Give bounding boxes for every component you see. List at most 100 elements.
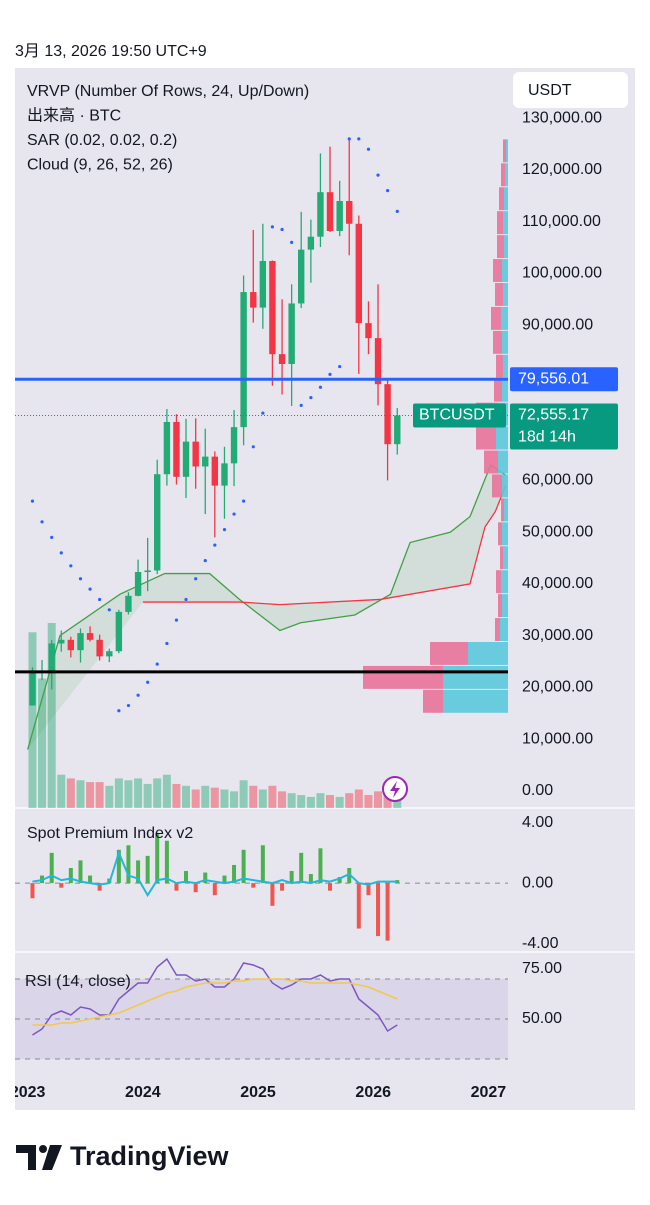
currency-button[interactable] <box>513 72 628 108</box>
candle-body <box>67 639 75 651</box>
candle-body <box>154 474 161 571</box>
sar-dot <box>357 137 361 141</box>
premium-bar <box>126 845 131 884</box>
vrvp-up <box>504 235 508 259</box>
vrvp-up <box>502 259 508 282</box>
y-tick-label: 110,000.00 <box>522 213 601 230</box>
vrvp-up <box>496 426 508 450</box>
sar-dot <box>232 512 236 516</box>
pane-title: RSI (14, close) <box>25 973 131 990</box>
volume-bar <box>364 795 373 808</box>
candle-body <box>336 200 343 232</box>
premium-bar <box>337 877 342 884</box>
y-tick-label: 60,000.00 <box>522 472 593 489</box>
premium-bar <box>299 852 304 884</box>
sar-dot <box>126 703 131 708</box>
premium-bar <box>68 867 73 884</box>
vrvp-down <box>501 163 505 187</box>
vrvp-up <box>501 306 508 330</box>
sar-dot <box>213 543 217 547</box>
vrvp-down <box>476 426 496 450</box>
sar-dot <box>261 411 265 415</box>
sar-dot <box>222 527 227 532</box>
vrvp-down <box>498 594 502 618</box>
x-axis: 2023 2024 2025 2026 2027 <box>15 1084 506 1101</box>
candle-body <box>317 192 324 237</box>
vrvp-down <box>484 450 498 474</box>
candle-body <box>355 223 362 324</box>
premium-bar <box>145 855 150 884</box>
volume-bar <box>47 623 56 808</box>
sar-dot <box>270 225 275 229</box>
vrvp-down <box>496 354 503 378</box>
sar-dot <box>165 641 169 646</box>
vrvp-down <box>496 570 501 594</box>
volume-bar <box>143 783 152 808</box>
vrvp-up <box>502 330 508 354</box>
alert-icon-bolt <box>390 781 400 798</box>
premium-pane: Spot Premium Index v2 <box>15 825 508 941</box>
candle-body <box>115 611 123 652</box>
vrvp-down <box>430 642 468 665</box>
sar-dot <box>59 551 63 555</box>
sar-dot <box>251 445 255 449</box>
premium-bar <box>327 883 332 891</box>
candle-body <box>259 261 267 308</box>
volume-bar <box>345 793 354 808</box>
sar-dot <box>347 137 351 141</box>
sar-dot <box>194 577 198 581</box>
candle-body <box>250 292 257 308</box>
volume-bar <box>28 632 37 808</box>
sar-dot <box>366 147 371 151</box>
sar-dot <box>376 173 380 177</box>
volume-bar <box>249 785 258 808</box>
candle-body <box>106 651 113 657</box>
candle-body <box>269 261 276 355</box>
legend-item: Cloud (9, 26, 52, 26) <box>27 157 173 174</box>
vrvp-up <box>502 594 508 618</box>
premium-bar <box>212 883 217 896</box>
vrvp-down <box>491 306 501 330</box>
sar-dot <box>328 372 332 376</box>
volume-bar <box>354 789 363 808</box>
candle-body <box>173 421 180 477</box>
volume-bar <box>86 782 95 808</box>
premium-bar <box>385 883 390 941</box>
candle-body <box>346 200 353 224</box>
vrvp-up <box>506 139 508 163</box>
vrvp-down <box>493 330 502 354</box>
premium-bar <box>184 871 189 884</box>
vrvp-up <box>502 474 508 498</box>
volume-bar <box>210 787 219 808</box>
premium-bar <box>232 864 237 884</box>
logo-mark <box>42 1145 62 1170</box>
vrvp-down <box>495 618 500 641</box>
vrvp-up <box>503 354 508 378</box>
price-pane <box>15 137 508 808</box>
sar-dot <box>203 559 207 563</box>
legend-item: 出来高 · BTC <box>27 107 121 125</box>
candle-body <box>211 456 219 486</box>
sar-dot <box>184 597 188 602</box>
volume-bar <box>57 774 66 808</box>
candle-body <box>125 595 132 612</box>
premium-bar <box>260 845 265 884</box>
sar-dot <box>146 680 150 684</box>
premium-bar <box>193 883 198 893</box>
premium-bar <box>49 852 54 884</box>
vrvp-up <box>503 282 508 306</box>
vrvp-down <box>495 282 503 306</box>
premium-bar <box>88 875 93 884</box>
vrvp-up <box>503 546 508 570</box>
premium-bar <box>376 883 381 937</box>
rsi-line <box>32 978 398 1026</box>
sar-dot <box>155 662 159 666</box>
currency-button-label[interactable]: USDT <box>528 82 572 99</box>
candle-body <box>144 570 151 573</box>
y-tick-label: 130,000.00 <box>522 109 602 126</box>
price-label-box <box>510 403 618 450</box>
premium-bar <box>78 860 83 884</box>
legend-item: VRVP (Number Of Rows, 24, Up/Down) <box>27 83 309 100</box>
candle-body <box>394 415 401 445</box>
